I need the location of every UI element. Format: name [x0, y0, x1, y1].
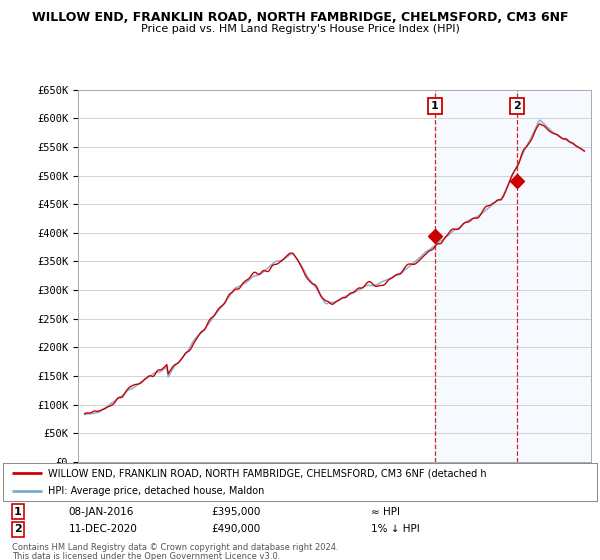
Bar — [435, 90, 591, 462]
Text: Price paid vs. HM Land Registry's House Price Index (HPI): Price paid vs. HM Land Registry's House … — [140, 24, 460, 34]
Text: £395,000: £395,000 — [211, 507, 260, 517]
Text: £490,000: £490,000 — [211, 524, 260, 534]
Text: This data is licensed under the Open Government Licence v3.0.: This data is licensed under the Open Gov… — [12, 552, 280, 560]
Text: 2: 2 — [513, 101, 521, 111]
Text: WILLOW END, FRANKLIN ROAD, NORTH FAMBRIDGE, CHELMSFORD, CM3 6NF: WILLOW END, FRANKLIN ROAD, NORTH FAMBRID… — [32, 11, 568, 24]
Text: 08-JAN-2016: 08-JAN-2016 — [68, 507, 134, 517]
Text: 2: 2 — [14, 524, 22, 534]
Text: 1% ↓ HPI: 1% ↓ HPI — [371, 524, 420, 534]
Text: 1: 1 — [14, 507, 22, 517]
Text: ≈ HPI: ≈ HPI — [371, 507, 400, 517]
Text: HPI: Average price, detached house, Maldon: HPI: Average price, detached house, Mald… — [47, 486, 264, 496]
Text: 11-DEC-2020: 11-DEC-2020 — [68, 524, 137, 534]
Text: 1: 1 — [431, 101, 439, 111]
Text: Contains HM Land Registry data © Crown copyright and database right 2024.: Contains HM Land Registry data © Crown c… — [12, 543, 338, 552]
Text: WILLOW END, FRANKLIN ROAD, NORTH FAMBRIDGE, CHELMSFORD, CM3 6NF (detached h: WILLOW END, FRANKLIN ROAD, NORTH FAMBRID… — [47, 468, 486, 478]
